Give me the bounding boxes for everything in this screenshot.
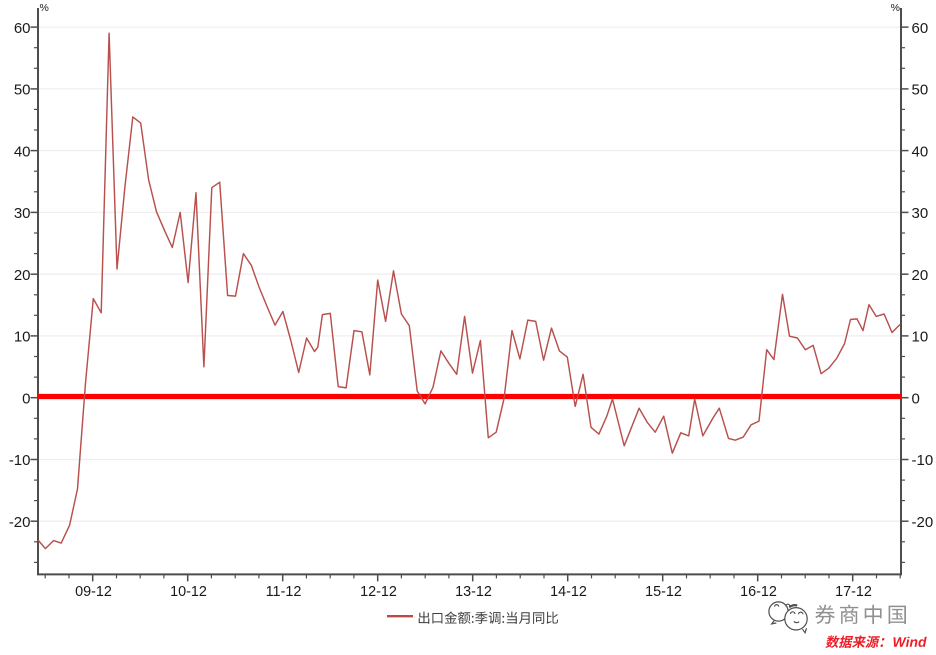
svg-text:20: 20 [912, 267, 929, 284]
svg-text:17-12: 17-12 [835, 584, 872, 600]
svg-text:0: 0 [22, 390, 30, 407]
svg-text:-10: -10 [912, 452, 934, 469]
svg-text:-20: -20 [9, 514, 31, 531]
svg-text:30: 30 [14, 205, 31, 222]
svg-text:50: 50 [14, 82, 31, 99]
svg-text:30: 30 [912, 205, 929, 222]
svg-text:50: 50 [912, 82, 929, 99]
svg-text:14-12: 14-12 [550, 584, 587, 600]
svg-text:-20: -20 [912, 514, 934, 531]
svg-text:40: 40 [912, 143, 929, 160]
svg-text:%: % [891, 2, 900, 14]
svg-text:15-12: 15-12 [645, 584, 682, 600]
svg-text:09-12: 09-12 [75, 584, 112, 600]
svg-text:12-12: 12-12 [360, 584, 397, 600]
svg-text:10: 10 [912, 329, 929, 346]
svg-text:60: 60 [912, 20, 929, 37]
svg-text:-10: -10 [9, 452, 31, 469]
svg-text:13-12: 13-12 [455, 584, 492, 600]
svg-text:%: % [40, 2, 49, 14]
svg-text:10: 10 [14, 329, 31, 346]
svg-text:40: 40 [14, 143, 31, 160]
svg-text:11-12: 11-12 [266, 584, 302, 600]
svg-text:20: 20 [14, 267, 31, 284]
svg-text:16-12: 16-12 [740, 584, 777, 600]
svg-text:60: 60 [14, 20, 31, 37]
svg-text:0: 0 [912, 390, 920, 407]
svg-text:10-12: 10-12 [170, 584, 207, 600]
